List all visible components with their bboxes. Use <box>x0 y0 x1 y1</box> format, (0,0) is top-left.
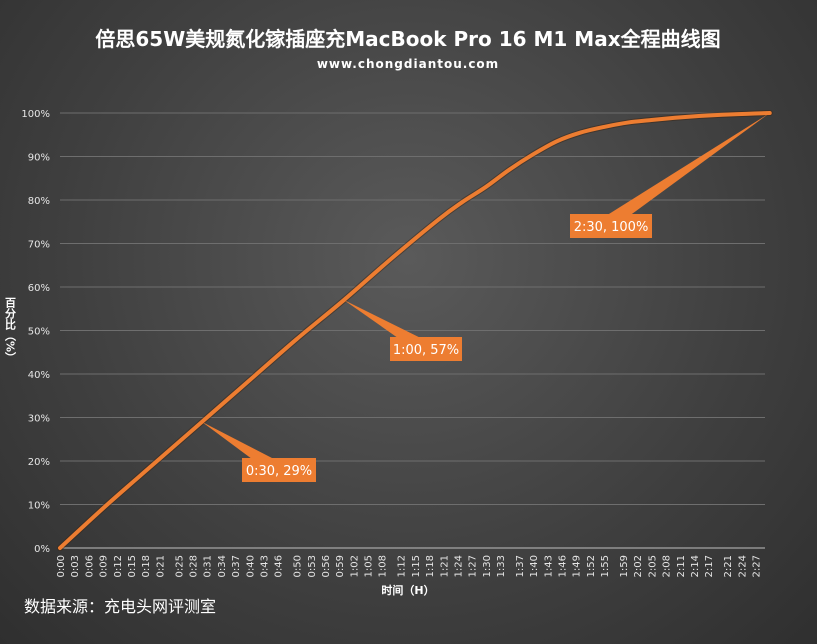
x-tick-label: 1:55 <box>600 555 611 577</box>
x-tick-label: 0:12 <box>113 555 124 577</box>
x-tick-label: 1:52 <box>586 555 597 577</box>
y-tick-label: 0% <box>34 544 50 555</box>
y-tick-label: 60% <box>28 283 50 294</box>
x-tick-label: 2:17 <box>704 555 715 577</box>
gridlines <box>60 112 765 505</box>
x-tick-label: 1:18 <box>425 555 436 577</box>
annotation-label: 0:30, 29% <box>246 464 312 479</box>
x-tick-label: 0:28 <box>188 555 199 577</box>
x-tick-label: 1:15 <box>411 555 422 577</box>
annotation-label: 2:30, 100% <box>574 220 649 235</box>
y-tick-label: 10% <box>28 501 50 512</box>
x-tick-label: 1:43 <box>543 555 554 577</box>
y-tick-label: 50% <box>28 327 50 338</box>
annotation-box <box>570 214 652 238</box>
y-axis-ticks: 0% 10% 20% 30% 40% 50% 60% 70% 80% 90% 100% <box>21 109 50 555</box>
x-tick-label: 1:40 <box>529 555 540 577</box>
x-tick-label: 0:09 <box>99 555 110 577</box>
x-tick-label: 2:27 <box>752 555 763 577</box>
series-line <box>58 111 772 550</box>
x-tick-label: 2:24 <box>737 555 748 577</box>
data-source: 数据来源：充电头网评测室 <box>24 597 216 616</box>
x-tick-label: 1:21 <box>439 555 450 577</box>
x-tick-label: 1:33 <box>496 555 507 577</box>
x-tick-label: 2:21 <box>723 555 734 577</box>
x-tick-label: 1:24 <box>453 555 464 577</box>
x-tick-label: 0:37 <box>231 555 242 577</box>
x-tick-label: 2:14 <box>690 555 701 577</box>
chart-subtitle: www.chongdiantou.com <box>317 57 499 71</box>
x-tick-label: 1:37 <box>515 555 526 577</box>
y-tick-label: 70% <box>28 240 50 251</box>
annotation-box <box>242 458 316 482</box>
x-tick-label: 0:21 <box>155 555 166 577</box>
series-layer <box>57 110 773 551</box>
x-tick-label: 0:50 <box>293 555 304 577</box>
x-tick-label: 0:15 <box>127 555 138 577</box>
x-tick-label: 0:53 <box>307 555 318 577</box>
y-tick-label: 40% <box>28 370 50 381</box>
annotations-layer: 0:30, 29% 1:00, 57% 2:30, 100% <box>201 113 770 482</box>
annotation-box <box>390 337 462 361</box>
x-tick-label: 1:08 <box>378 555 389 577</box>
x-tick-label: 1:05 <box>364 555 375 577</box>
y-tick-label: 20% <box>28 457 50 468</box>
x-tick-label: 0:43 <box>259 555 270 577</box>
x-tick-label: 1:59 <box>619 555 630 577</box>
y-tick-label: 80% <box>28 196 50 207</box>
y-tick-label: 90% <box>28 153 50 164</box>
x-tick-label: 1:12 <box>397 555 408 577</box>
x-tick-label: 1:02 <box>349 555 360 577</box>
x-axis-label: 时间（H） <box>381 583 434 597</box>
x-tick-label: 0:34 <box>217 555 228 577</box>
chart-title: 倍思65W美规氮化镓插座充MacBook Pro 16 M1 Max全程曲线图 <box>95 27 720 51</box>
x-tick-label: 0:06 <box>84 555 95 577</box>
x-tick-label: 0:03 <box>70 555 81 577</box>
x-tick-label: 1:46 <box>558 555 569 577</box>
y-tick-label: 30% <box>28 414 50 425</box>
annotation-pointer <box>602 113 770 230</box>
x-tick-label: 2:08 <box>662 555 673 577</box>
x-tick-label: 0:46 <box>274 555 285 577</box>
x-tick-label: 1:49 <box>572 555 583 577</box>
y-axis-label: 百分比（%） <box>4 297 18 363</box>
y-tick-label: 100% <box>21 109 50 120</box>
x-tick-label: 0:56 <box>321 555 332 577</box>
x-tick-label: 2:05 <box>647 555 658 577</box>
x-tick-label: 1:30 <box>482 555 493 577</box>
x-tick-label: 0:18 <box>141 555 152 577</box>
x-tick-label: 0:00 <box>56 555 67 577</box>
x-tick-label: 2:02 <box>633 555 644 577</box>
x-tick-label: 1:27 <box>468 555 479 577</box>
x-tick-label: 0:25 <box>174 555 185 577</box>
x-tick-label: 2:11 <box>676 555 687 577</box>
x-tick-label: 0:31 <box>203 555 214 577</box>
x-axis-ticks: 0:00 0:03 0:06 0:09 0:12 0:15 0:18 0:21 0:25 0:28… <box>56 555 763 577</box>
x-tick-label: 0:59 <box>335 555 346 577</box>
annotation-label: 1:00, 57% <box>393 343 459 358</box>
x-tick-label: 0:40 <box>245 555 256 577</box>
